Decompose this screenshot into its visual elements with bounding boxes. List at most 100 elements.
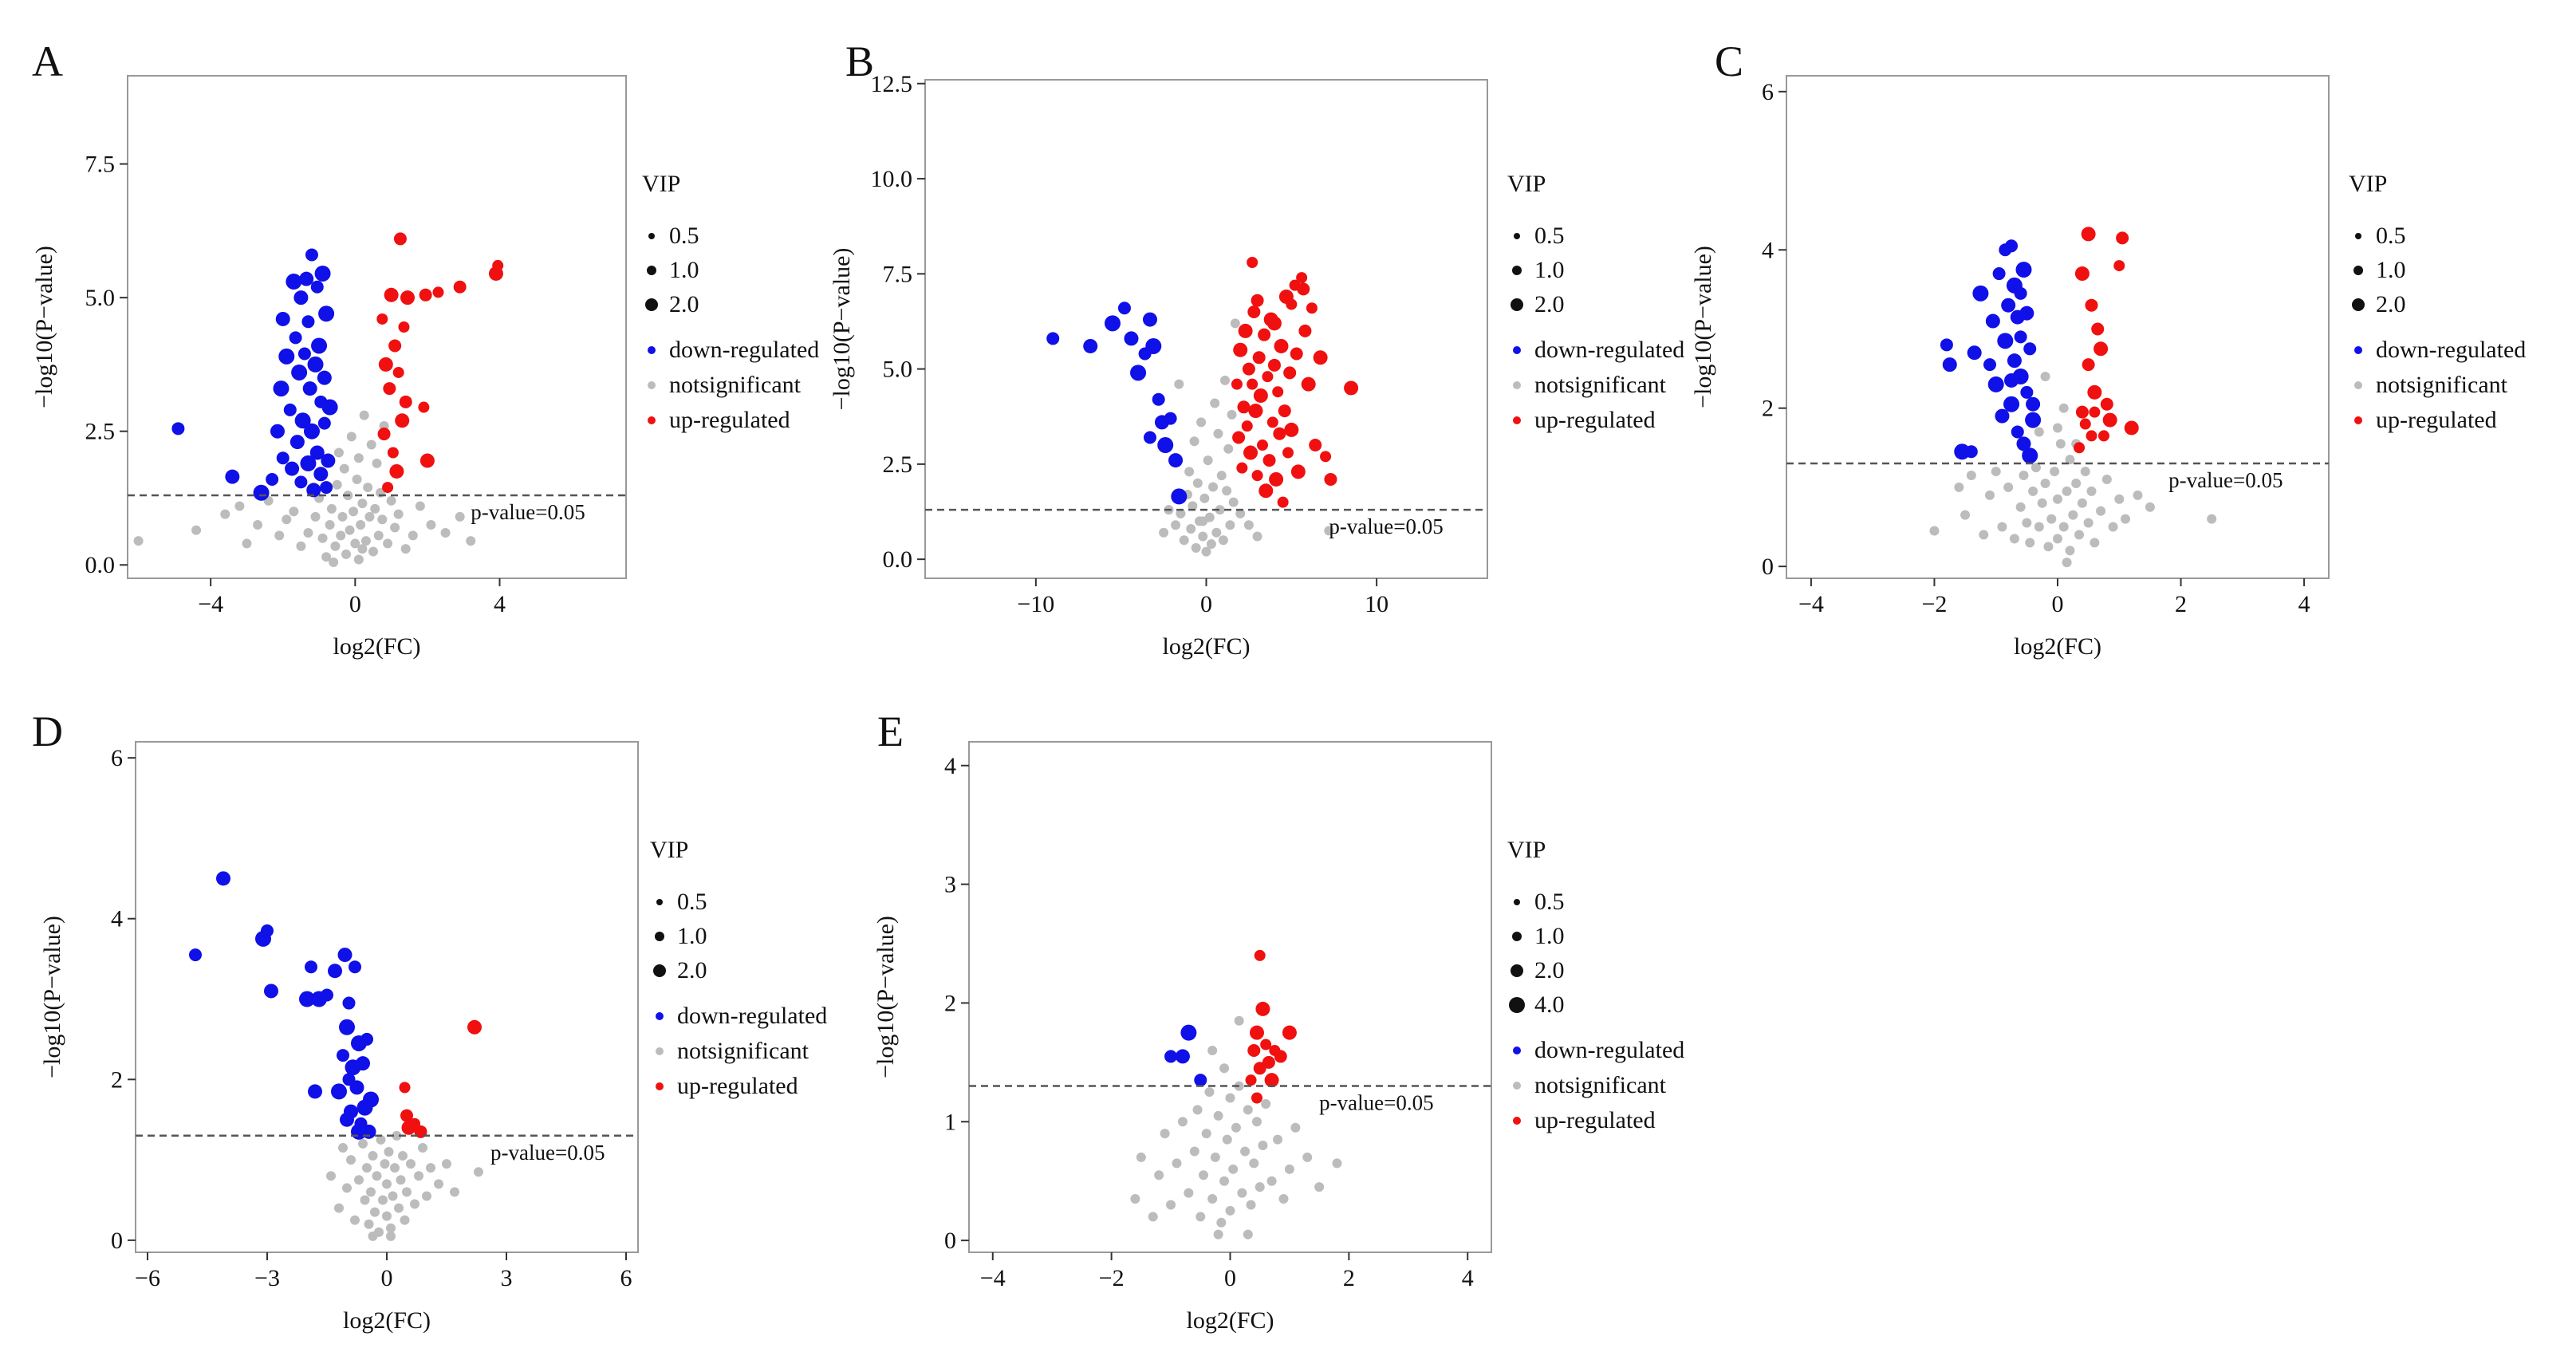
point-up [1274,1050,1287,1063]
point-not [1249,1158,1259,1169]
point-not [1225,1205,1235,1216]
point-up [1284,422,1299,437]
x-axis-title: log2(FC) [343,1307,431,1334]
legend-size-label: 2.0 [2376,291,2406,317]
point-down [225,469,240,484]
point-down [1157,437,1174,454]
legend: VIP 0.5 1.0 2.0 4.0 down-regulated notsignific… [1507,837,1684,1133]
point-up [2074,266,2090,282]
point-down [318,305,335,322]
point-not [274,530,285,541]
point-not [234,501,245,511]
point-not [338,1142,348,1153]
legend-size-label: 0.5 [1534,223,1565,249]
point-not [1215,505,1225,515]
legend-size-marker [655,932,664,941]
y-tick-label: 6 [1762,79,1774,105]
legend-size-label: 0.5 [669,223,699,249]
point-not [1207,1194,1218,1204]
point-not [2003,482,2014,492]
point-up [1267,358,1281,372]
point-not [2040,372,2050,382]
point-not [133,536,144,546]
point-up [1320,451,1332,463]
point-up [1269,471,1284,487]
point-not [1235,508,1246,518]
point-down [1164,1050,1178,1063]
legend-size-label: 2.0 [669,291,699,317]
legend-size-marker [653,964,666,977]
point-not [393,509,404,519]
x-tick-label: 4 [494,591,506,617]
point-not [1216,1217,1227,1228]
point-down [310,280,324,294]
point-down [1954,443,1971,460]
point-not [253,519,263,530]
legend-not-marker [1513,381,1521,389]
legend-up-marker [1513,1117,1521,1125]
legend-down-marker [648,346,656,354]
point-up [378,357,393,372]
point-not [1195,1212,1206,1222]
point-not [1985,490,1995,500]
point-not [1228,1164,1239,1174]
point-not [2015,502,2026,512]
point-not [1261,1098,1271,1109]
point-not [1213,1110,1223,1121]
y-tick-label: 0.0 [883,546,913,573]
point-not [1177,1117,1188,1127]
legend-size-marker [1511,298,1523,311]
legend-size-label: 0.5 [2376,223,2406,249]
point-not [402,1187,412,1197]
legend-size-marker [645,298,658,311]
point-not [1201,546,1211,557]
point-not [1159,527,1169,538]
point-up [1277,496,1289,508]
point-not [2114,494,2125,504]
point-not [2058,522,2069,532]
point-not [303,528,313,538]
point-up [1252,351,1266,365]
point-up [2093,341,2109,357]
point-down [1145,337,1162,354]
point-not [2133,490,2143,500]
point-not [1929,526,1940,536]
point-up [1241,420,1253,432]
point-not [388,1191,398,1201]
point-down [1046,332,1060,345]
point-down [320,481,333,495]
y-tick-label: 5.0 [883,357,913,383]
point-not [450,1187,459,1197]
point-down [311,337,328,354]
point-not [368,1151,378,1161]
point-up [453,280,467,294]
point-not [1166,1200,1176,1210]
point-down [309,445,325,460]
point-not [2040,478,2050,488]
point-up [1344,380,1359,396]
point-not [330,541,341,551]
x-axis-title: log2(FC) [333,633,420,660]
point-not [2034,427,2044,437]
point-down [351,1123,367,1140]
point-not [357,499,368,509]
point-not [296,541,306,551]
legend-title: VIP [1507,837,1546,863]
legend-size-label: 1.0 [1534,257,1565,283]
x-tick-label: 0 [2052,591,2064,617]
point-not [1230,318,1240,329]
point-up [2074,442,2086,454]
x-tick-label: 10 [1365,591,1388,617]
point-not [2096,506,2106,516]
point-up [1282,447,1294,459]
y-axis-title: −log10(P−value) [872,916,899,1078]
y-tick-label: 3 [944,872,956,898]
point-down [2025,412,2042,428]
point-up [1262,1055,1275,1069]
legend-down-label: down-regulated [669,337,819,363]
point-not [1184,1188,1194,1198]
point-not [1252,531,1262,542]
point-up [1266,416,1278,428]
point-not [382,1179,392,1189]
point-not [1225,520,1235,530]
